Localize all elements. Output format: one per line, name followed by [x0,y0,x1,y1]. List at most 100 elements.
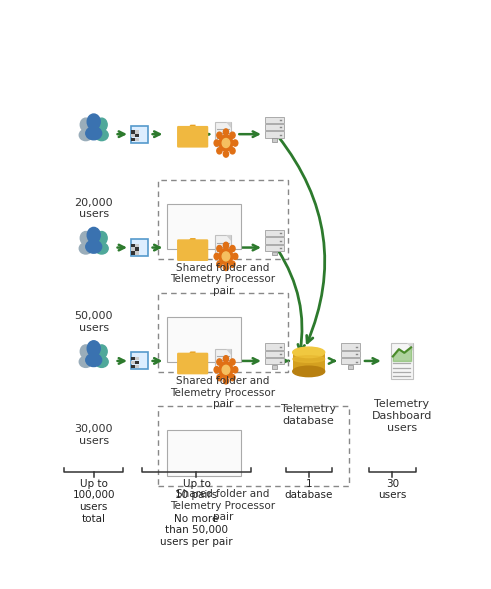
FancyBboxPatch shape [131,360,135,364]
Ellipse shape [86,240,102,253]
FancyBboxPatch shape [135,360,139,364]
Circle shape [230,246,235,252]
Ellipse shape [79,356,92,368]
Circle shape [222,252,230,261]
Circle shape [233,367,238,373]
FancyBboxPatch shape [265,230,284,236]
FancyBboxPatch shape [215,349,231,373]
Circle shape [223,129,228,135]
Circle shape [230,375,235,380]
FancyBboxPatch shape [131,243,135,247]
Circle shape [233,140,238,146]
Circle shape [223,151,228,157]
Circle shape [217,148,222,154]
Ellipse shape [95,243,108,254]
Circle shape [96,231,107,244]
FancyBboxPatch shape [167,431,242,476]
Polygon shape [178,352,195,355]
FancyBboxPatch shape [135,251,139,254]
FancyBboxPatch shape [265,358,284,365]
Circle shape [214,253,219,260]
Circle shape [217,246,222,252]
Text: Up to
10 pairs

No more
than 50,000
users per pair: Up to 10 pairs No more than 50,000 users… [160,479,233,547]
Circle shape [230,132,235,138]
Polygon shape [178,238,195,241]
Polygon shape [226,122,231,128]
Text: 50,000
users: 50,000 users [75,311,113,333]
Circle shape [217,359,222,365]
Text: Telemetry
database: Telemetry database [281,404,336,426]
Circle shape [223,264,228,270]
FancyBboxPatch shape [167,317,242,362]
FancyBboxPatch shape [341,350,360,357]
FancyBboxPatch shape [131,130,135,134]
FancyBboxPatch shape [341,358,360,365]
Circle shape [87,341,100,356]
FancyBboxPatch shape [177,353,208,375]
FancyBboxPatch shape [131,134,135,137]
FancyBboxPatch shape [341,343,360,350]
Circle shape [223,378,228,384]
Polygon shape [178,125,195,128]
Circle shape [219,362,233,378]
FancyBboxPatch shape [265,131,284,138]
Ellipse shape [95,356,108,368]
Circle shape [80,231,91,244]
Text: Shared folder and
Telemetry Processor
pair: Shared folder and Telemetry Processor pa… [170,263,275,296]
Circle shape [96,345,107,358]
FancyBboxPatch shape [135,357,139,360]
Circle shape [80,345,91,358]
Text: 20,000
users: 20,000 users [75,198,113,219]
FancyBboxPatch shape [272,138,277,142]
FancyBboxPatch shape [265,350,284,357]
Text: 30
users: 30 users [378,479,407,501]
Circle shape [222,138,230,147]
Circle shape [87,114,100,130]
Polygon shape [226,236,231,241]
Ellipse shape [79,243,92,254]
FancyBboxPatch shape [348,365,353,369]
FancyBboxPatch shape [135,243,139,247]
FancyBboxPatch shape [131,352,148,369]
FancyBboxPatch shape [131,247,135,251]
Text: Up to
100,000
users
total: Up to 100,000 users total [73,479,115,524]
Ellipse shape [86,127,102,140]
Circle shape [96,118,107,131]
Circle shape [223,356,228,362]
FancyBboxPatch shape [272,252,277,256]
Text: Telemetry
Dashboard
users: Telemetry Dashboard users [372,399,432,433]
Ellipse shape [293,347,325,358]
FancyBboxPatch shape [167,204,242,249]
FancyBboxPatch shape [131,357,135,360]
Circle shape [222,365,230,374]
FancyBboxPatch shape [265,117,284,123]
Circle shape [219,135,233,151]
Circle shape [219,248,233,264]
Circle shape [230,359,235,365]
Circle shape [214,140,219,146]
Circle shape [217,132,222,138]
FancyBboxPatch shape [135,365,139,368]
FancyBboxPatch shape [293,352,325,372]
Text: Shared folder and
Telemetry Processor
pair: Shared folder and Telemetry Processor pa… [170,489,275,522]
Polygon shape [407,343,413,351]
Circle shape [87,227,100,243]
FancyBboxPatch shape [135,247,139,251]
FancyBboxPatch shape [177,126,208,148]
FancyBboxPatch shape [131,251,135,254]
Text: Shared folder and
Telemetry Processor
pair: Shared folder and Telemetry Processor pa… [170,376,275,409]
Ellipse shape [95,130,108,141]
Ellipse shape [86,353,102,366]
FancyBboxPatch shape [265,244,284,251]
FancyBboxPatch shape [265,124,284,130]
Circle shape [230,148,235,154]
Ellipse shape [293,366,325,376]
FancyBboxPatch shape [272,365,277,369]
Text: 1
database: 1 database [284,479,333,501]
FancyBboxPatch shape [265,237,284,244]
Ellipse shape [293,356,325,362]
FancyBboxPatch shape [265,343,284,350]
FancyBboxPatch shape [177,239,208,261]
FancyBboxPatch shape [135,138,139,141]
Circle shape [230,261,235,267]
